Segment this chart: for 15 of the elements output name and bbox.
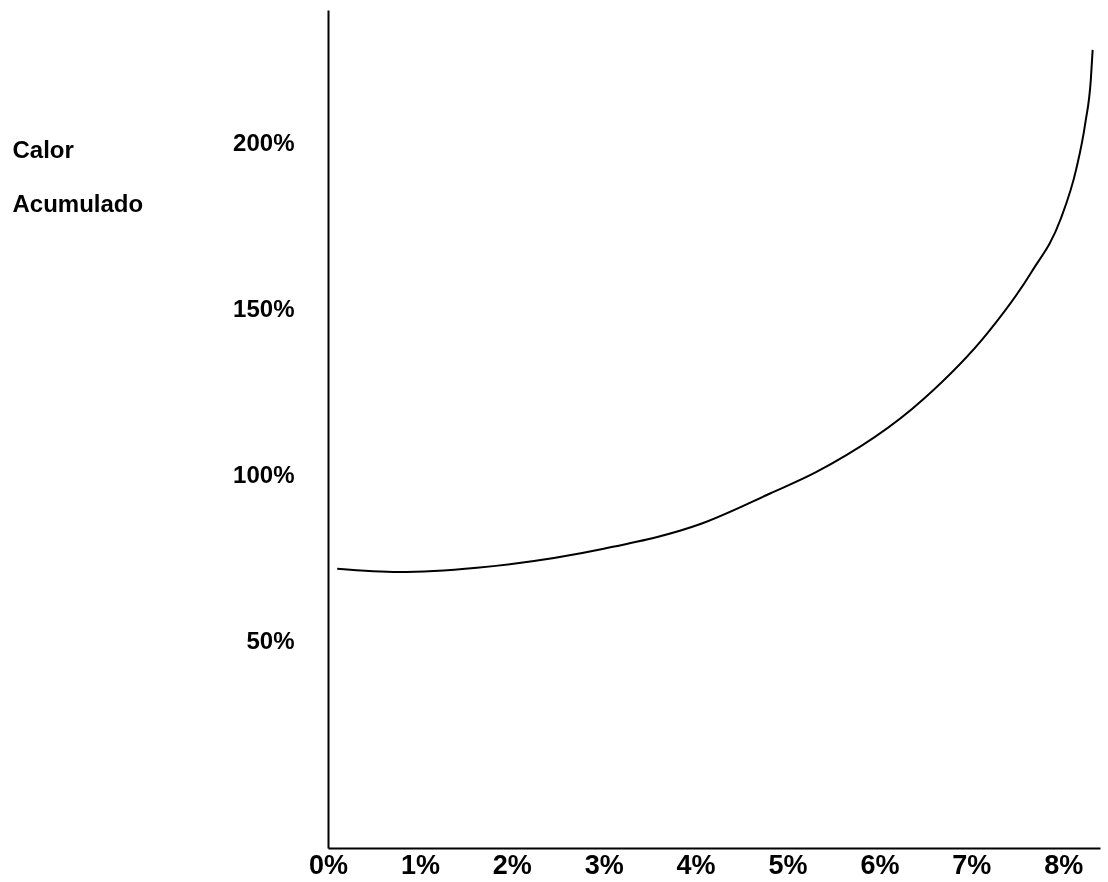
x-tick-label: 0% (308, 849, 349, 880)
x-tick-label: 4% (676, 849, 716, 880)
x-tick-label: 8% (1044, 849, 1084, 880)
x-tick-label: 7% (952, 849, 992, 880)
y-tick-label: 100% (233, 461, 295, 489)
y-tick-label: 200% (233, 128, 295, 156)
x-tick-label: 3% (584, 849, 624, 880)
y-tick-label: 50% (246, 627, 295, 655)
x-tick-label: 2% (492, 849, 532, 880)
x-tick-label: 5% (768, 849, 808, 880)
line-series (336, 48, 1094, 573)
x-tick-label: 6% (860, 849, 900, 880)
y-tick-label: 150% (233, 294, 295, 322)
x-tick-label: 1% (400, 849, 440, 880)
y-axis-title: Calor Acumulado (12, 135, 144, 217)
